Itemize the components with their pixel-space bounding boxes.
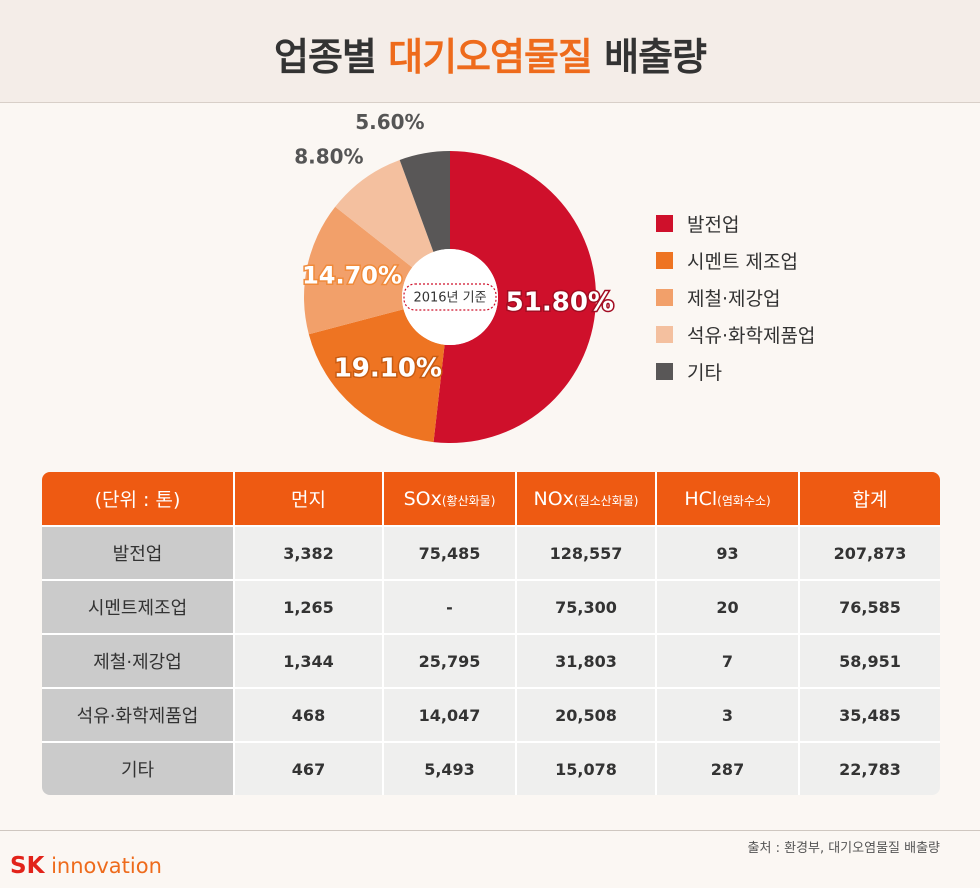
table-row: 기타 467 5,493 15,078 287 22,783 — [42, 741, 940, 795]
table-cell: 287 — [657, 741, 800, 795]
header-main: HCl — [684, 487, 718, 510]
footer-divider — [0, 830, 980, 831]
slice-2 — [304, 206, 413, 335]
table-cell: - — [384, 579, 517, 633]
pct-label-0: 51.80% — [506, 288, 614, 318]
pct-label-1: 19.10% — [334, 353, 442, 383]
table-header-cell: (단위 : 톤) — [42, 472, 235, 525]
legend-swatch — [656, 289, 673, 306]
table-cell: 128,557 — [517, 525, 657, 579]
table-cell: 207,873 — [800, 525, 940, 579]
table-cell: 35,485 — [800, 687, 940, 741]
pct-label-3: 8.80% — [294, 144, 363, 168]
header-sub: (황산화물) — [441, 493, 496, 508]
table-cell: 93 — [657, 525, 800, 579]
table-row: 발전업 3,382 75,485 128,557 93 207,873 — [42, 525, 940, 579]
source-note: 출처 : 환경부, 대기오염물질 배출량 — [747, 841, 940, 856]
legend-item: 석유·화학제품업 — [656, 316, 815, 353]
table-cell: 22,783 — [800, 741, 940, 795]
legend-swatch — [656, 363, 673, 380]
title-suffix: 배출량 — [591, 35, 707, 79]
table-cell: 75,485 — [384, 525, 517, 579]
table-row: 시멘트제조업 1,265-75,300 20 76,585 — [42, 579, 940, 633]
sk-innovation-logo: SK innovation — [10, 853, 162, 879]
row-header-cell: 기타 — [42, 741, 235, 795]
header-main: (단위 : 톤) — [94, 489, 181, 511]
legend-item: 제철·제강업 — [656, 279, 815, 316]
header-main: 합계 — [852, 489, 888, 511]
table-row: 제철·제강업 1,344 25,795 31,803 7 58,951 — [42, 633, 940, 687]
title-prefix: 업종별 — [273, 35, 389, 79]
table-cell: 25,795 — [384, 633, 517, 687]
table-header-cell: SOx(황산화물) — [384, 472, 517, 525]
table-cell: 7 — [657, 633, 800, 687]
table-row: 석유·화학제품업 468 14,047 20,508 3 35,485 — [42, 687, 940, 741]
header-main: NOx — [533, 487, 574, 510]
emissions-table: (단위 : 톤) 먼지 SOx(황산화물) NOx(질소산화물) HCl(염화수소) 합계… — [42, 472, 940, 795]
slice-1 — [308, 309, 445, 443]
row-header-cell: 시멘트제조업 — [42, 579, 235, 633]
table-cell: 14,047 — [384, 687, 517, 741]
legend-item: 발전업 — [656, 205, 815, 242]
table-cell: 58,951 — [800, 633, 940, 687]
pct-label-2: 14.70% — [302, 262, 402, 290]
pct-label-4: 5.60% — [355, 110, 424, 134]
table-cell: 75,300 — [517, 579, 657, 633]
table-cell: 15,078 — [517, 741, 657, 795]
center-label: 2016년 기준 — [413, 291, 486, 306]
table-cell: 3,382 — [235, 525, 384, 579]
header-sub: (질소산화물) — [573, 493, 639, 508]
logo-sk: SK — [10, 853, 45, 879]
slice-0 — [433, 151, 596, 443]
table-cell: 468 — [235, 687, 384, 741]
row-header-cell: 발전업 — [42, 525, 235, 579]
legend-label: 시멘트 제조업 — [687, 251, 798, 273]
title-accent: 대기오염물질 — [388, 35, 593, 79]
legend-swatch — [656, 326, 673, 343]
table-cell: 3 — [657, 687, 800, 741]
table-cell: 31,803 — [517, 633, 657, 687]
table-cell: 1,344 — [235, 633, 384, 687]
legend-label: 발전업 — [687, 214, 740, 236]
legend-label: 석유·화학제품업 — [687, 325, 816, 347]
slice-4 — [399, 151, 450, 252]
legend-label: 제철·제강업 — [687, 288, 781, 310]
table-header-cell: NOx(질소산화물) — [517, 472, 657, 525]
legend-swatch — [656, 215, 673, 232]
table-cell: 467 — [235, 741, 384, 795]
header-sub: (염화수소) — [717, 493, 771, 508]
legend-item: 시멘트 제조업 — [656, 242, 815, 279]
table-header-cell: 합계 — [800, 472, 940, 525]
center-badge — [403, 283, 497, 311]
page-title: 업종별 대기오염물질 배출량 — [0, 26, 980, 81]
header: 업종별 대기오염물질 배출량 — [0, 0, 980, 103]
table-header-cell: HCl(염화수소) — [657, 472, 800, 525]
legend-swatch — [656, 252, 673, 269]
table-header-cell: 먼지 — [235, 472, 384, 525]
table-cell: 1,265 — [235, 579, 384, 633]
donut-chart: 51.80% 19.10% 14.70% 8.80% 5.60% 2016년 기준 — [294, 110, 615, 443]
table-cell: 20,508 — [517, 687, 657, 741]
header-main: 먼지 — [291, 489, 326, 511]
legend-label: 기타 — [687, 362, 722, 384]
logo-name: innovation — [51, 854, 162, 878]
table-cell: 5,493 — [384, 741, 517, 795]
legend-item: 기타 — [656, 353, 815, 390]
slice-3 — [335, 159, 434, 268]
header-main: SOx — [403, 487, 442, 510]
row-header-cell: 제철·제강업 — [42, 633, 235, 687]
table-cell: 76,585 — [800, 579, 940, 633]
table-cell: 20 — [657, 579, 800, 633]
row-header-cell: 석유·화학제품업 — [42, 687, 235, 741]
